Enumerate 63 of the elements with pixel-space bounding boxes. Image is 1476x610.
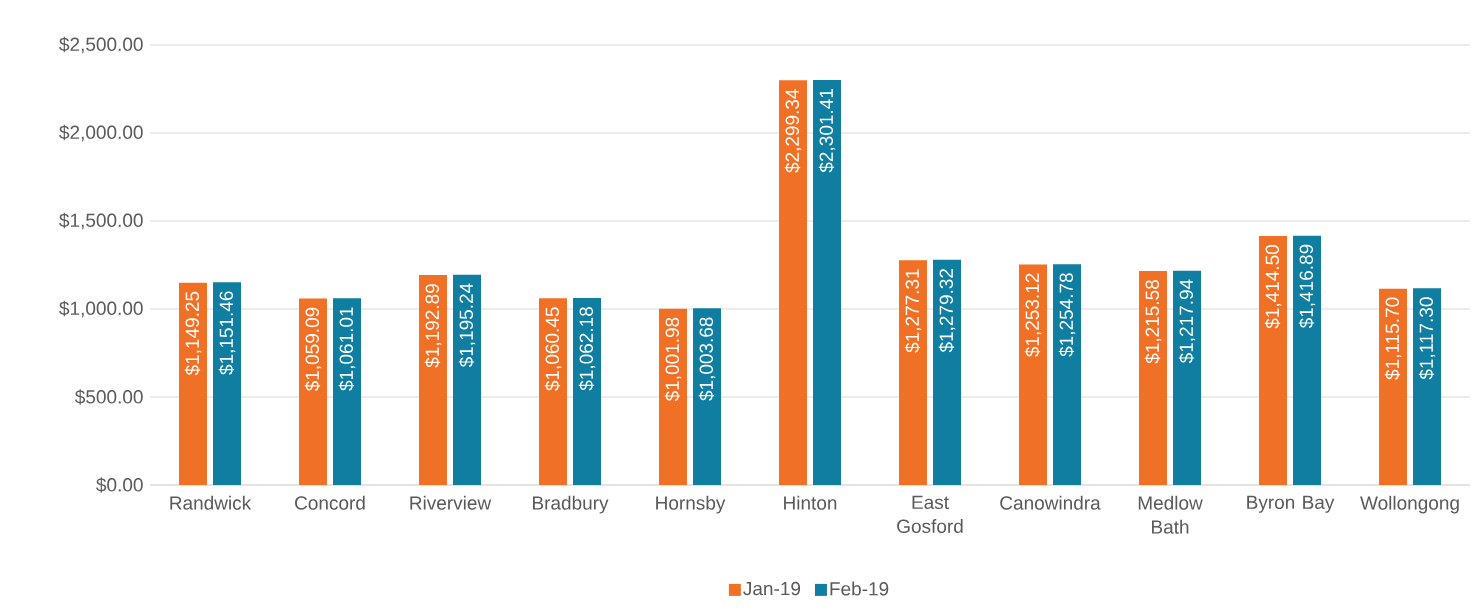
- bar: [179, 282, 207, 485]
- data-label: $2,301.41: [818, 89, 836, 173]
- data-label: $1,115.70: [1384, 297, 1402, 380]
- bar: [1173, 270, 1202, 485]
- bar: [1293, 235, 1322, 485]
- bar: [933, 259, 962, 485]
- bar: [659, 308, 688, 485]
- x-tick-label: Hornsby: [656, 495, 726, 514]
- data-label: $1,277.31: [904, 269, 922, 353]
- x-tick-label: Concord: [295, 495, 365, 510]
- bar: [419, 275, 447, 485]
- data-label: $1,414.50: [1264, 245, 1282, 329]
- legend-label: Jan-19: [743, 581, 801, 596]
- data-label: $1,059.09: [304, 307, 322, 392]
- x-tick-label: East Gosford: [897, 495, 963, 534]
- data-label: $1,149.25: [184, 291, 202, 376]
- x-tick-label: Canowindra: [1000, 495, 1101, 510]
- x-tick-label: Hinton: [784, 495, 837, 510]
- bar: [899, 260, 928, 485]
- y-tick-label: $1,500.00: [59, 212, 143, 230]
- data-label: $1,215.58: [1144, 280, 1162, 364]
- data-label: $1,192.89: [424, 284, 442, 368]
- bar: [299, 298, 327, 485]
- data-label: $1,060.45: [544, 307, 562, 391]
- x-tick-label: Bradbury: [533, 495, 609, 514]
- x-tick-label: Randwick: [170, 495, 252, 510]
- data-label: $1,003.68: [698, 317, 716, 401]
- bar: [453, 274, 481, 485]
- bar: [1019, 264, 1048, 485]
- data-label: $1,253.12: [1024, 273, 1042, 357]
- x-tick-label: Medlow Bath: [1138, 495, 1203, 534]
- data-label: $1,117.30: [1418, 297, 1436, 380]
- bar: [333, 298, 361, 485]
- bar: [693, 308, 722, 485]
- bar: [1413, 288, 1442, 485]
- data-label: $1,151.46: [218, 291, 236, 375]
- x-tick-label: Riverview: [410, 495, 492, 510]
- data-label: $1,416.89: [1298, 244, 1316, 329]
- data-label: $2,299.34: [784, 89, 802, 173]
- data-label: $1,254.78: [1058, 273, 1076, 357]
- x-tick-label: Byron Bay: [1247, 495, 1335, 513]
- y-tick-label: $2,000.00: [59, 124, 143, 142]
- data-label: $1,062.18: [578, 307, 596, 391]
- y-tick-label: $1,000.00: [59, 300, 143, 318]
- bar: [539, 298, 567, 485]
- bar: [213, 282, 241, 485]
- bar: [573, 298, 601, 485]
- data-label: $1,279.32: [938, 269, 956, 353]
- data-label: $1,217.94: [1178, 279, 1196, 364]
- data-label: $1,001.98: [664, 317, 682, 402]
- bar: [813, 79, 842, 485]
- bar: [1379, 288, 1408, 485]
- bar: [779, 80, 808, 485]
- bar: [1053, 264, 1082, 485]
- bar: [1139, 271, 1168, 485]
- data-label: $1,195.24: [458, 283, 476, 368]
- legend-label: Feb-19: [830, 581, 889, 596]
- data-label: $1,061.01: [338, 307, 356, 391]
- y-tick-label: $500.00: [74, 389, 143, 405]
- y-tick-label: $2,500.00: [59, 36, 143, 54]
- x-tick-label: Wollongong: [1360, 495, 1459, 514]
- bar: [1259, 236, 1288, 485]
- y-tick-label: $0.00: [96, 477, 143, 493]
